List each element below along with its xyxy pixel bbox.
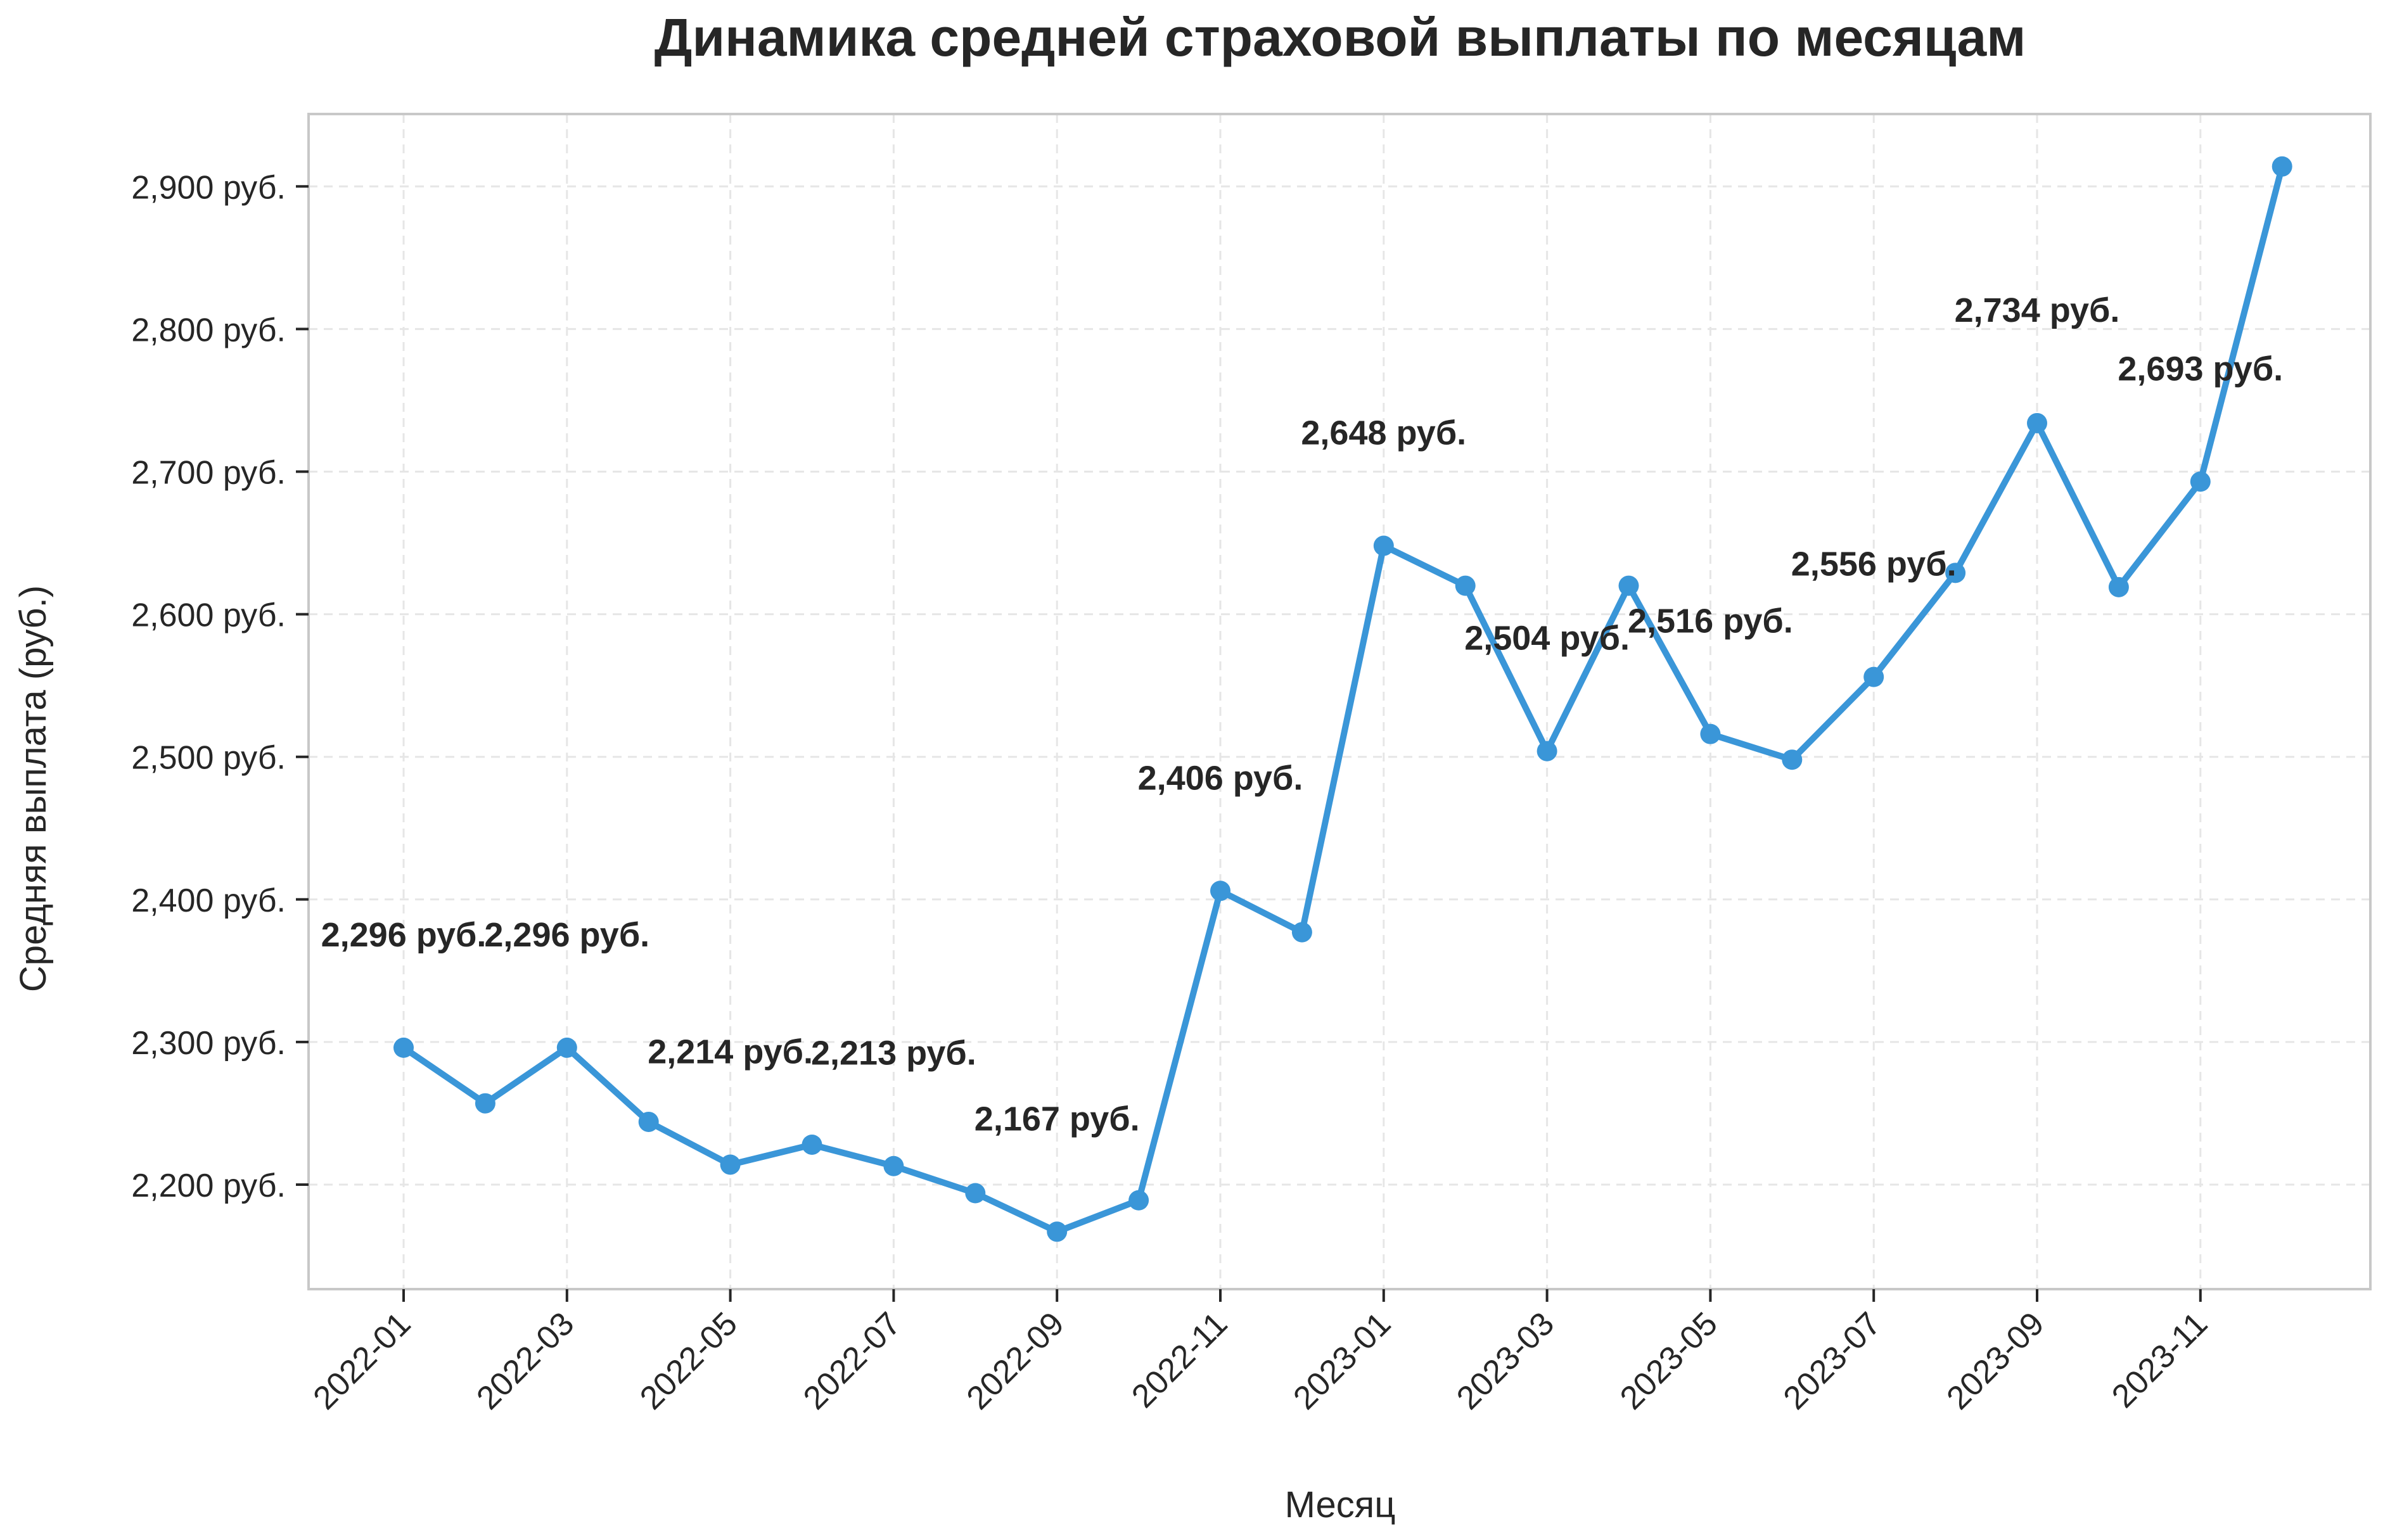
- data-point: [556, 1037, 577, 1058]
- x-tick-label: 2022-07: [796, 1305, 908, 1416]
- x-tick-label: 2022-05: [633, 1305, 744, 1416]
- data-point: [2272, 156, 2292, 177]
- data-point: [1782, 749, 1803, 770]
- y-tick-label: 2,700 руб.: [131, 455, 286, 492]
- data-label: 2,213 руб.: [811, 1034, 976, 1072]
- data-label: 2,693 руб.: [2118, 350, 2283, 388]
- y-axis-label: Средняя выплата (руб.): [13, 585, 54, 992]
- data-point: [1047, 1221, 1068, 1242]
- x-tick-label: 2023-11: [2105, 1305, 2214, 1415]
- grid-lines: [309, 114, 2370, 1289]
- data-label: 2,406 руб.: [1138, 759, 1303, 797]
- data-point: [1210, 881, 1230, 901]
- series-layer: [393, 156, 2292, 1242]
- x-tick-label: 2022-09: [960, 1305, 1071, 1416]
- data-point: [1945, 563, 1966, 583]
- data-point: [2027, 412, 2047, 433]
- y-tick-label: 2,800 руб.: [131, 312, 286, 348]
- y-tick-label: 2,900 руб.: [131, 169, 286, 206]
- data-point: [802, 1134, 822, 1155]
- x-tick-label: 2023-07: [1777, 1305, 1888, 1416]
- data-label: 2,734 руб.: [1955, 291, 2120, 329]
- y-tick-label: 2,400 руб.: [131, 882, 286, 919]
- data-point: [1291, 922, 1312, 943]
- data-label: 2,167 руб.: [975, 1100, 1140, 1138]
- x-tick-label: 2022-01: [307, 1305, 418, 1416]
- data-label: 2,556 руб.: [1791, 545, 1957, 583]
- data-point: [475, 1093, 495, 1114]
- x-tick-label: 2023-01: [1286, 1305, 1398, 1416]
- x-axis-label: Месяц: [1285, 1484, 1396, 1525]
- data-label: 2,648 руб.: [1301, 414, 1466, 452]
- data-point: [1373, 535, 1394, 556]
- x-tick-label: 2023-03: [1450, 1305, 1561, 1416]
- data-point: [883, 1155, 904, 1176]
- data-point: [1863, 666, 1884, 687]
- x-tick-label: 2022-03: [470, 1305, 581, 1416]
- data-point: [965, 1183, 986, 1204]
- x-tick-label: 2023-09: [1940, 1305, 2052, 1416]
- data-point: [1618, 575, 1639, 596]
- data-point: [720, 1154, 741, 1175]
- x-tick-label: 2022-11: [1125, 1305, 1234, 1415]
- data-point: [638, 1111, 659, 1132]
- data-label: 2,296 руб.: [484, 916, 649, 954]
- y-tick-label: 2,500 руб.: [131, 740, 286, 777]
- data-labels: 2,296 руб.2,296 руб. 2,214 руб.2,213 руб.…: [321, 291, 2284, 1138]
- data-label: 2,296 руб.: [321, 916, 487, 954]
- data-label: 2,516 руб.: [1628, 602, 1793, 640]
- data-point: [1128, 1190, 1149, 1211]
- data-point: [393, 1037, 414, 1058]
- data-point: [1537, 741, 1557, 761]
- data-point: [1700, 723, 1721, 744]
- chart-title: Динамика средней страховой выплаты по ме…: [655, 8, 2026, 67]
- data-point: [1455, 575, 1476, 596]
- data-label: 2,504 руб.: [1464, 620, 1630, 658]
- y-tick-label: 2,300 руб.: [131, 1025, 286, 1062]
- data-point: [2190, 471, 2211, 492]
- y-tick-label: 2,600 руб.: [131, 597, 286, 634]
- x-tick-label: 2023-05: [1613, 1305, 1725, 1416]
- y-tick-label: 2,200 руб.: [131, 1168, 286, 1204]
- data-label: 2,214 руб.: [648, 1033, 813, 1071]
- data-point: [2108, 576, 2129, 597]
- series-line: [400, 163, 2285, 1235]
- plot-frame: [307, 113, 2372, 1290]
